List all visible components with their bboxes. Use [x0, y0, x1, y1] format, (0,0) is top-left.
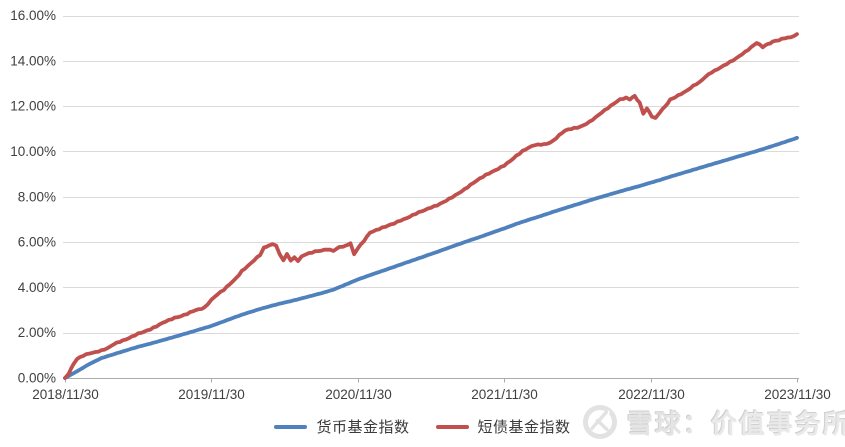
watermark-brand: 雪球： [627, 408, 712, 439]
y-tick-label: 4.00% [18, 280, 56, 295]
y-tick-label: 12.00% [10, 99, 56, 114]
logo-leg [595, 418, 609, 432]
watermark-text: 雪球：价值事务所 [627, 404, 845, 441]
logo-slash [590, 410, 609, 431]
x-tick-label: 2022/11/30 [618, 387, 685, 402]
x-tick-label: 2023/11/30 [764, 387, 831, 402]
x-tick-label: 2021/11/30 [471, 387, 538, 402]
y-tick-label: 16.00% [10, 8, 56, 23]
y-tick-label: 0.00% [18, 371, 56, 386]
x-tick-label: 2019/11/30 [178, 387, 245, 402]
logo-ring [583, 405, 617, 439]
series-line-short-bond-fund-index [63, 32, 799, 380]
y-tick-label: 6.00% [18, 235, 56, 250]
xueqiu-logo-icon [583, 405, 617, 439]
series-line-money-fund-index [63, 135, 799, 380]
y-tick-label: 10.00% [10, 144, 56, 159]
y-tick-label: 8.00% [18, 189, 56, 204]
watermark-name: 价值事务所 [711, 408, 845, 439]
x-tick-label: 2020/11/30 [325, 387, 392, 402]
y-tick-label: 14.00% [10, 53, 56, 68]
x-tick-label: 2018/11/30 [32, 387, 99, 402]
y-tick-label: 2.00% [18, 325, 56, 340]
watermark: 雪球：价值事务所 [580, 402, 845, 442]
